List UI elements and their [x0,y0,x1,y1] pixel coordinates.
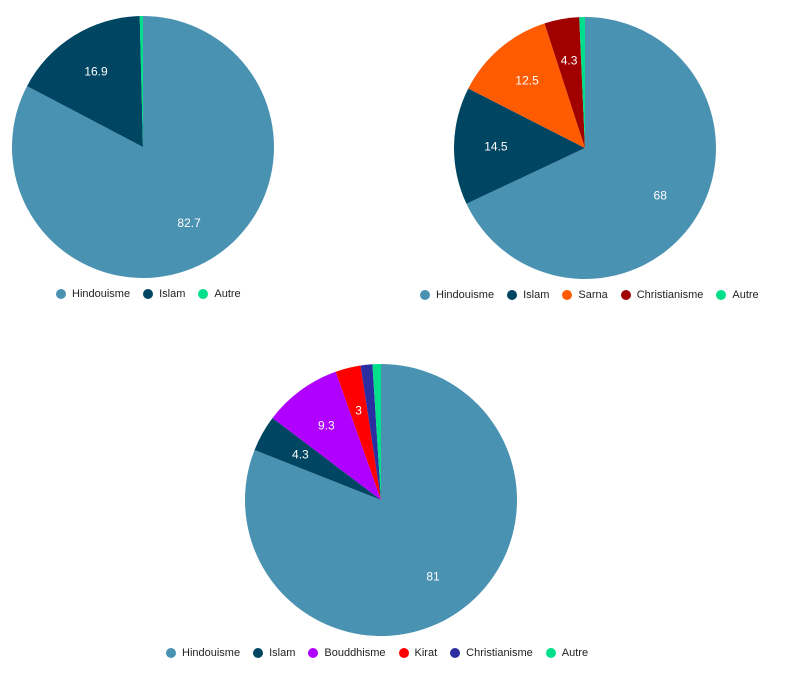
legend-item-kirat[interactable]: Kirat [398,647,438,659]
pie-chart-2: 68 14.5 12.5 4.3 Hindouisme Islam Sarna Christ… [420,0,797,310]
legend-dot-icon [620,290,631,300]
legend-item-islam[interactable]: Islam [253,647,295,659]
pie-slice-christianisme [544,17,585,148]
legend-dot-icon [545,648,556,658]
slice-data-label-christianisme: 4.3 [561,53,578,67]
pie-chart-1: 82.7 16.9 Hindouisme Islam Autre [0,0,290,310]
legend-item-christianisme[interactable]: Christianisme [450,647,533,659]
legend-label: Hindouisme [72,288,131,300]
legend-item-autre[interactable]: Autre [716,289,759,301]
slice-data-label-bouddhisme: 9.3 [318,418,335,432]
legend-dot-icon [56,289,66,299]
pie-chart-2-legend: Hindouisme Islam Sarna Christianisme Autre [420,289,759,301]
legend-item-autre[interactable]: Autre [545,647,589,659]
pie-slice-hindouisme [11,16,274,278]
legend-item-islam[interactable]: Islam [507,289,549,301]
slice-data-label-islam: 14.5 [484,140,508,154]
legend-label: Hindouisme [436,289,495,301]
pie-slice-bouddhisme [272,371,381,500]
legend-dot-icon [716,290,727,300]
pie-slice-islam [254,418,381,500]
legend-item-christianisme[interactable]: Christianisme [620,289,704,301]
pie-chart-2-svg: 68 14.5 12.5 4.3 [454,17,717,280]
legend-dot-icon [450,648,461,658]
legend-dot-icon [420,290,430,300]
legend-label: Islam [523,289,550,301]
legend-label: Bouddhisme [324,647,386,659]
legend-label: Kirat [414,647,438,659]
slice-data-label-hindouisme: 82.7 [177,216,201,230]
legend-label: Autre [561,647,589,659]
pie-chart-3-legend: Hindouisme Islam Bouddhisme Kirat Christiani… [166,647,588,659]
slice-data-label-kirat: 3 [355,403,362,417]
slice-data-label-hindouisme: 68 [654,189,668,203]
pie-slice-autre [579,17,585,148]
legend-dot-icon [166,648,176,658]
pie-slice-kirat [335,365,381,500]
legend-item-hindouisme[interactable]: Hindouisme [166,647,240,659]
legend-dot-icon [308,648,319,658]
pie-chart-1-legend: Hindouisme Islam Autre [56,288,241,300]
legend-label: Islam [269,647,296,659]
pie-slice-autre [139,15,143,148]
legend-label: Sarna [578,289,608,301]
pie-slice-hindouisme [466,17,717,280]
pie-slice-autre [372,364,381,500]
legend-item-hindouisme[interactable]: Hindouisme [420,289,494,301]
slice-data-label-islam: 4.3 [292,448,309,462]
legend-dot-icon [143,289,154,299]
legend-item-bouddhisme[interactable]: Bouddhisme [308,647,386,659]
slice-data-label-islam: 16.9 [84,64,108,78]
legend-item-islam[interactable]: Islam [143,288,185,300]
legend-dot-icon [562,290,573,300]
legend-dot-icon [253,648,264,658]
legend-item-hindouisme[interactable]: Hindouisme [56,288,130,300]
legend-item-autre[interactable]: Autre [198,288,241,300]
slice-data-label-hindouisme: 81 [426,570,440,584]
pie-slice-sarna [468,23,585,148]
legend-item-sarna[interactable]: Sarna [562,289,608,301]
slice-data-label-sarna: 12.5 [515,73,539,87]
pie-slice-islam [27,16,144,147]
pie-slice-islam [454,88,585,204]
legend-label: Autre [732,289,759,301]
legend-dot-icon [398,648,409,658]
legend-label: Islam [159,288,186,300]
legend-dot-icon [507,290,518,300]
legend-label: Christianisme [636,289,704,301]
pie-chart-1-svg: 82.7 16.9 [11,15,274,278]
pie-chart-3: 81 4.3 9.3 3 Hindouisme Islam Bouddhisme Kirat… [160,350,660,670]
legend-label: Christianisme [466,647,533,659]
legend-label: Autre [214,288,241,300]
pie-slice-christianisme [360,364,381,500]
legend-dot-icon [198,289,209,299]
legend-label: Hindouisme [182,647,241,659]
pie-chart-3-svg: 81 4.3 9.3 3 [245,364,518,636]
pie-slice-hindouisme [245,364,518,636]
